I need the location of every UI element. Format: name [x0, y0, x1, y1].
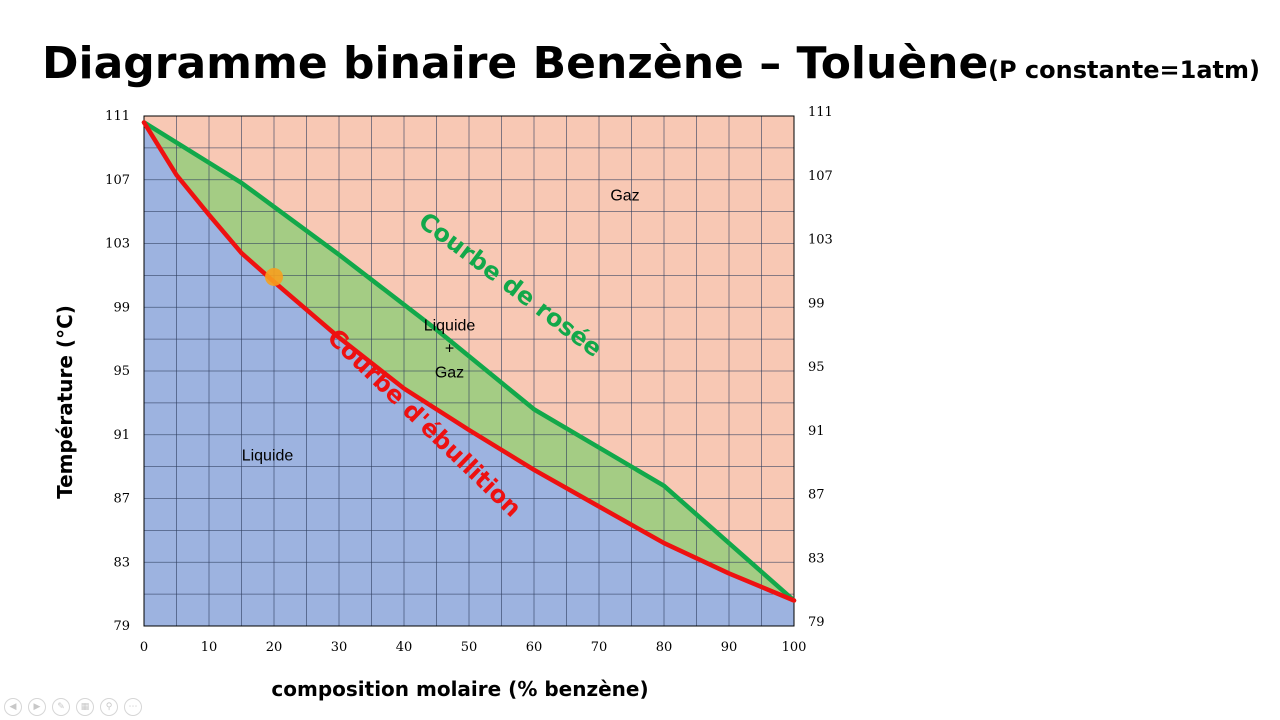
x-tick-label: 100: [782, 640, 807, 655]
y-tick-left-label: 103: [105, 237, 130, 252]
y-tick-left-label: 79: [113, 619, 130, 634]
y-tick-left-label: 107: [105, 173, 130, 188]
y-tick-right-label: 99: [808, 296, 825, 311]
y-tick-left-label: 91: [113, 428, 130, 443]
x-tick-label: 90: [721, 640, 738, 655]
previous-icon[interactable]: ◀: [4, 698, 22, 716]
y-tick-right-label: 111: [808, 105, 833, 120]
y-tick-right-label: 91: [808, 424, 825, 439]
gas-region-label: Gaz: [610, 188, 639, 205]
x-tick-label: 0: [140, 640, 148, 655]
x-tick-label: 60: [526, 640, 543, 655]
x-tick-label: 50: [461, 640, 478, 655]
liquid-gas-label-line-2: +: [445, 340, 454, 357]
liquid-gas-label-line-1: Liquide: [424, 317, 476, 334]
pen-icon[interactable]: ✎: [52, 698, 70, 716]
x-axis-label: composition molaire (% benzène): [271, 677, 648, 701]
y-tick-left-label: 111: [105, 109, 130, 124]
y-tick-left-label: 83: [113, 555, 130, 570]
y-tick-left-label: 95: [113, 364, 130, 379]
plot-area: [141, 115, 797, 627]
next-icon[interactable]: ▶: [28, 698, 46, 716]
dew-curve-line: [141, 120, 797, 603]
y-tick-right-label: 95: [808, 360, 825, 375]
x-tick-label: 30: [331, 640, 348, 655]
y-tick-right-label: 107: [808, 169, 833, 184]
y-axis-label: Température (°C): [53, 305, 77, 499]
grid: [143, 115, 795, 627]
y-tick-right-label: 83: [808, 551, 825, 566]
y-tick-left-label: 99: [113, 300, 130, 315]
y-ticks-left: 79 83 87 91 95 99 103 107 111: [105, 109, 130, 634]
more-icon[interactable]: ⋯: [124, 698, 142, 716]
y-tick-right-label: 79: [808, 615, 825, 630]
x-tick-label: 40: [396, 640, 413, 655]
chart-subtitle: (P constante=1atm): [988, 56, 1260, 84]
plot-frame: [143, 115, 795, 627]
point-marker: [265, 267, 283, 286]
x-tick-label: 10: [201, 640, 218, 655]
x-tick-label: 80: [656, 640, 673, 655]
x-ticks: 0 10 20 30 40 50 60 70 80 90 100: [140, 640, 807, 655]
y-ticks-right: 79 83 87 91 95 99 103 107 111: [808, 105, 833, 630]
chart-title: Diagramme binaire Benzène – Toluène: [42, 38, 988, 89]
liquid-gas-label-line-3: Gaz: [435, 364, 464, 381]
slides-icon[interactable]: ▦: [76, 698, 94, 716]
y-tick-right-label: 87: [808, 488, 825, 503]
zoom-icon[interactable]: ⚲: [100, 698, 118, 716]
boiling-curve-line: [141, 120, 797, 603]
x-tick-label: 70: [591, 640, 608, 655]
presentation-toolbar: ◀ ▶ ✎ ▦ ⚲ ⋯: [4, 698, 142, 716]
x-tick-label: 20: [266, 640, 283, 655]
y-tick-right-label: 103: [808, 233, 833, 248]
y-tick-left-label: 87: [113, 492, 130, 507]
liquid-region-label: Liquide: [242, 447, 294, 464]
